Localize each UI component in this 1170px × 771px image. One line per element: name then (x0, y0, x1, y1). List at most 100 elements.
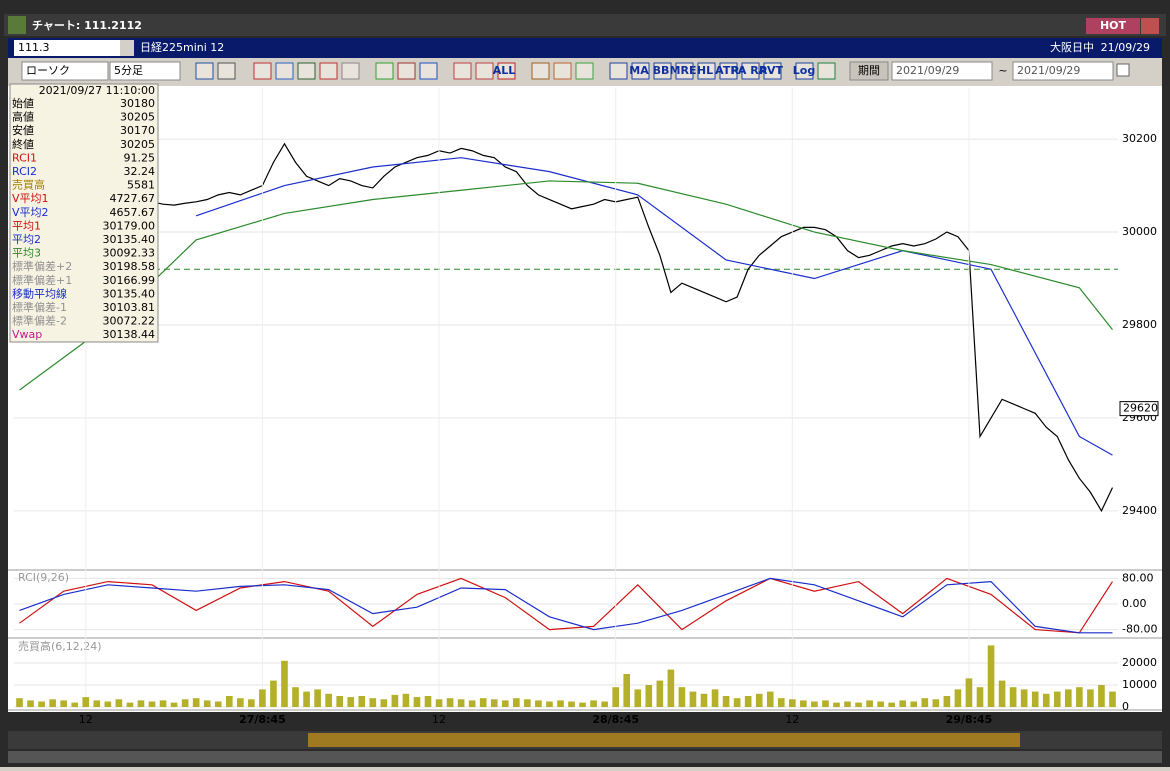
volume-bar (777, 698, 785, 707)
to-date[interactable]: 2021/09/29 (1017, 64, 1080, 77)
close-button[interactable] (1141, 18, 1159, 34)
info-label: 移動平均線 (12, 286, 67, 300)
volume-bar (259, 689, 266, 707)
volume-bar (689, 691, 697, 707)
toolbar-icon (319, 62, 338, 80)
icon-label: ALL (493, 64, 516, 77)
info-label: 標準偏差+1 (12, 273, 72, 287)
code-dropdown[interactable] (120, 40, 134, 56)
volume-bar (722, 696, 730, 707)
info-label: V平均1 (12, 192, 49, 205)
icon-label: BB (653, 64, 670, 77)
volume-bar (623, 674, 631, 707)
volume-bar (104, 701, 112, 707)
y-tick-label: 20000 (1122, 656, 1157, 669)
period[interactable]: 期間 (858, 64, 880, 77)
volume-bar (192, 698, 200, 707)
interval[interactable]: 5分足 (114, 64, 143, 77)
app-icon (8, 16, 26, 34)
volume-bar (822, 700, 829, 707)
volume-bar (1087, 689, 1094, 707)
volume-bar (457, 699, 465, 707)
toolbar-icon (253, 62, 272, 80)
instrument-name: 日経225mini 12 (140, 41, 224, 54)
volume-bar (237, 698, 244, 707)
toolbar-icon (719, 62, 738, 80)
toolbar-icon (297, 62, 316, 80)
info-label: RCI2 (12, 165, 37, 178)
info-value: 30092.33 (103, 247, 156, 260)
volume-bar (877, 701, 884, 707)
icon-label: PVT (759, 64, 784, 77)
info-value: 30072.22 (103, 315, 156, 328)
volume-bar (755, 693, 763, 707)
hot-label[interactable]: HOT (1100, 19, 1127, 32)
info-value: 32.24 (124, 165, 156, 178)
volume-bar (888, 702, 895, 707)
volume-bar (579, 702, 586, 707)
volume-bar (501, 700, 509, 707)
volume-bar (1009, 687, 1017, 707)
volume-bar (38, 701, 45, 707)
x-tick-label: 29/8:45 (946, 713, 993, 726)
scroll-thumb[interactable] (308, 733, 1020, 747)
series-line (19, 577, 1113, 634)
hot-button[interactable] (1086, 18, 1140, 34)
axis-bg (1118, 86, 1162, 712)
volume-bar (314, 689, 321, 707)
volume-bar (126, 702, 134, 707)
x-tick-label: 12 (79, 713, 93, 726)
interval-select[interactable] (109, 61, 181, 81)
volume-bar (546, 701, 553, 707)
from-date-box[interactable] (891, 61, 993, 81)
info-value: 91.25 (124, 151, 156, 164)
volume-bar (557, 700, 564, 707)
code-box[interactable] (14, 40, 134, 56)
info-value: 4657.67 (110, 206, 156, 219)
info-panel: 2021/09/27 11:10:00 始値 30180 高値 30205 安値 30170… (9, 83, 159, 343)
volume-bar (292, 687, 299, 707)
panel-title: RCI(9,26) (18, 571, 69, 584)
y-tick-label: 29800 (1122, 318, 1157, 331)
toolbar-icon (475, 62, 494, 80)
volume-bar (1098, 685, 1105, 707)
volume-bar (998, 680, 1006, 707)
volume-bar (214, 701, 222, 707)
volume-bar (1109, 691, 1116, 707)
icon-label: MRE (670, 64, 697, 77)
volume-bar (402, 693, 410, 707)
info-value: 30138.44 (103, 328, 156, 341)
y-tick-label: 10000 (1122, 678, 1157, 691)
info-label: 安値 (12, 123, 34, 137)
volume-bar (535, 700, 542, 707)
to-date-box[interactable] (1012, 61, 1114, 81)
volume-bar (148, 701, 156, 707)
volume-bar (181, 699, 189, 707)
volume-bar (568, 701, 575, 707)
series-line (19, 180, 1113, 391)
scroll-bar[interactable] (8, 751, 1162, 763)
volume-bar (93, 700, 101, 707)
info-label: 終値 (12, 137, 34, 151)
series-line (19, 577, 1113, 634)
from-date[interactable]: 2021/09/29 (896, 64, 959, 77)
volume-bar (656, 680, 664, 707)
volume-bar (159, 700, 167, 707)
volume-bar (789, 699, 796, 707)
period-button[interactable] (849, 61, 889, 81)
info-value: 30205 (120, 138, 155, 151)
chart-kind-select[interactable] (21, 61, 109, 81)
info-value: 30205 (120, 111, 155, 124)
volume-bar (281, 660, 288, 707)
volume-bar (987, 645, 995, 707)
info-value: 5581 (127, 179, 155, 192)
series-line (195, 157, 1113, 456)
chart-kind[interactable]: ローソク (26, 64, 70, 77)
code[interactable]: 111.3 (18, 41, 50, 54)
volume-bar (524, 699, 531, 707)
volume-bar (667, 669, 675, 707)
info-label: 標準偏差+2 (12, 259, 72, 273)
toolbar-icon (631, 62, 650, 80)
checkbox[interactable] (1116, 63, 1130, 77)
toolbar-icon (763, 62, 782, 80)
